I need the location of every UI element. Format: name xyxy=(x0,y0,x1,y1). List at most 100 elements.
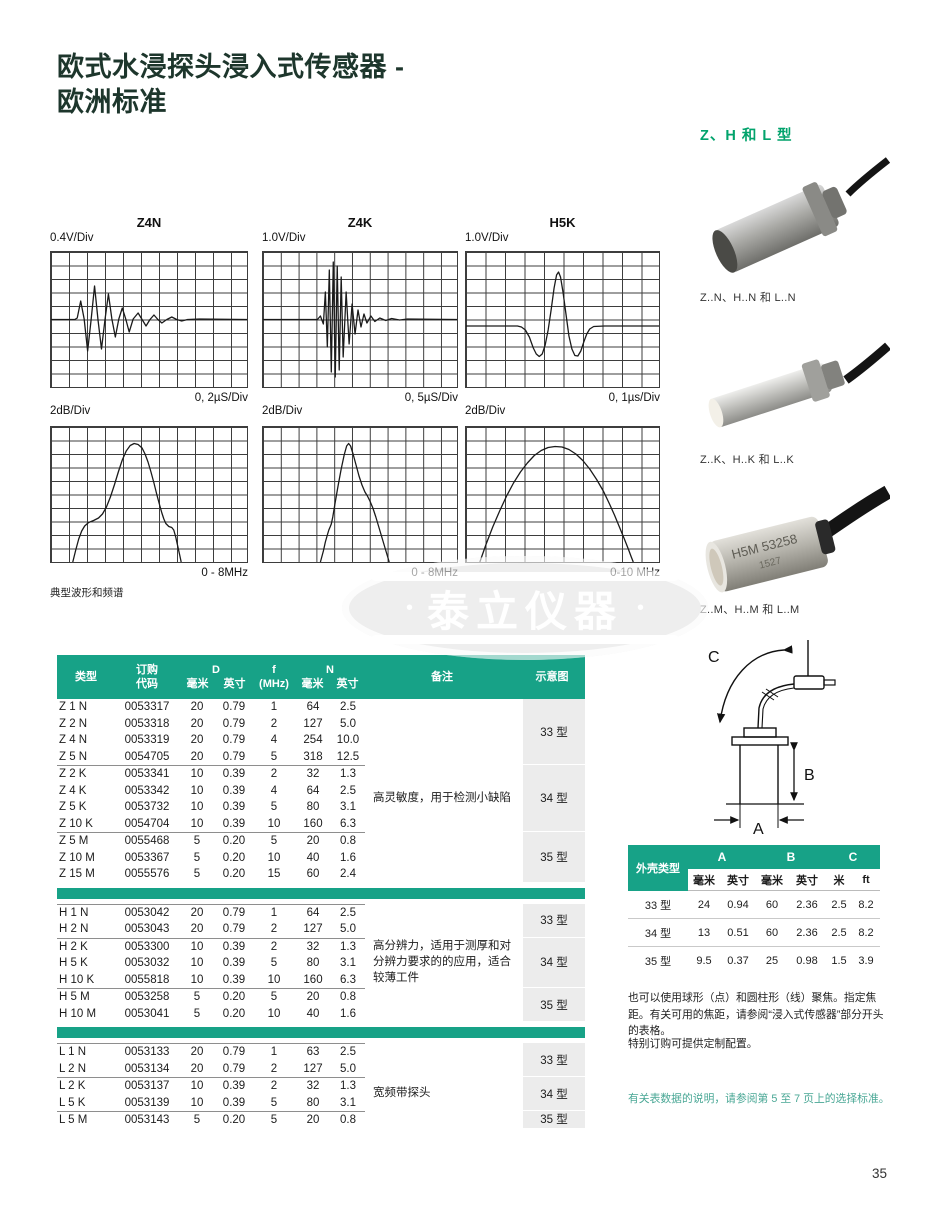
photo-label-k: Z..K、H..K 和 L..K xyxy=(700,454,795,466)
main-table-header: 类型 订购 代码 D 毫米 英寸 f (MHz) N 毫米 英寸 备注 示意图 xyxy=(57,655,585,699)
spectrum-trace xyxy=(72,442,182,562)
table-cell: Z 10 K xyxy=(59,817,93,830)
table-cell: 20 xyxy=(190,734,204,747)
dimension-diagram: C B A xyxy=(708,640,836,838)
housing-table-cell: 60 xyxy=(765,898,779,911)
table-cell: 63 xyxy=(306,1046,320,1059)
table-cell: 0053043 xyxy=(124,923,170,936)
table-row: L 5 K 0053139 10 0.39 5 80 3.1 xyxy=(57,1095,365,1112)
table-cell: 5.0 xyxy=(340,923,356,936)
scope-grid xyxy=(262,426,458,563)
table-cell: 0053300 xyxy=(124,940,170,953)
table-cell: 20 xyxy=(190,1046,204,1059)
table-cell: 2.5 xyxy=(340,701,356,714)
table-row: L 2 N 0053134 20 0.79 2 127 5.0 xyxy=(57,1061,365,1078)
note-custom-order: 特别订购可提供定制配置。 xyxy=(628,1038,758,1050)
table-cell: L 2 K xyxy=(59,1080,86,1093)
table-cell: 5 xyxy=(270,957,278,970)
table-cell: 0.20 xyxy=(222,835,246,848)
housing-table-cell: 0.37 xyxy=(727,954,749,967)
housing-type-cell: 33 型 xyxy=(523,1043,585,1077)
table-cell: 1.6 xyxy=(340,851,356,864)
table-cell: 318 xyxy=(303,750,323,763)
table-row: H 5 M 0053258 5 0.20 5 20 0.8 xyxy=(57,989,365,1006)
chart-xlabel: 0, 1µs/Div xyxy=(608,392,660,404)
housing-table-cell: 2.36 xyxy=(796,926,818,939)
main-table-body: Z 1 N 0053317 20 0.79 1 64 2.5 Z 2 N 0053318 20 0.… xyxy=(57,699,585,1129)
housing-type-cell: 35 型 xyxy=(523,832,585,883)
table-cell: 10 xyxy=(190,801,204,814)
housing-type-cell: 33 型 xyxy=(523,903,585,938)
spectrum-chart-1: 2dB/Div 0 - 8MHz xyxy=(50,405,248,579)
housing-table: 外壳类型 A B C 毫米 英寸 毫米 英寸 米 ft 33 型 24 0.94 60… xyxy=(628,845,880,974)
housing-table-cell: 25 xyxy=(765,954,779,967)
table-cell: 0.79 xyxy=(222,701,246,714)
table-cell: 1.6 xyxy=(340,1007,356,1020)
table-cell: 0053139 xyxy=(124,1096,170,1109)
table-cell: 5 xyxy=(193,991,201,1004)
table-cell: 1.3 xyxy=(340,1080,356,1093)
table-cell: 0053134 xyxy=(124,1062,170,1075)
table-cell: 0.39 xyxy=(222,784,246,797)
table-cell: 2 xyxy=(270,940,278,953)
table-cell: 5 xyxy=(193,835,201,848)
table-cell: 20 xyxy=(306,991,320,1004)
table-cell: 0.39 xyxy=(222,768,246,781)
table-subgroup: Z 1 N 0053317 20 0.79 1 64 2.5 Z 2 N 0053318 20 0.… xyxy=(57,699,585,765)
table-cell: 6.3 xyxy=(340,973,356,986)
subgroup-rows: Z 2 K 0053341 10 0.39 2 32 1.3 Z 4 K 0053342 10 0.… xyxy=(57,765,365,832)
table-subgroup: L 1 N 0053133 20 0.79 1 63 2.5 L 2 N 0053134 20 0.… xyxy=(57,1043,585,1077)
table-cell: 5 xyxy=(270,1096,278,1109)
subgroup-rows: L 1 N 0053133 20 0.79 1 63 2.5 L 2 N 0053134 20 0.… xyxy=(57,1043,365,1077)
waveform-chart-h5k: H5K 1.0V/Div 0, 1µs/Div xyxy=(465,215,660,404)
col-header-diagram: 示意图 xyxy=(535,670,569,683)
table-cell: H 10 M xyxy=(59,1007,97,1020)
table-cell: 0054704 xyxy=(124,817,170,830)
table-cell: 2.5 xyxy=(340,906,356,919)
table-row: Z 10 K 0054704 10 0.39 10 160 6.3 xyxy=(57,816,365,833)
table-row: H 10 M 0053041 5 0.20 10 40 1.6 xyxy=(57,1006,365,1023)
table-cell: 254 xyxy=(303,734,323,747)
table-cell: Z 5 K xyxy=(59,801,87,814)
table-cell: 0.8 xyxy=(340,991,356,1004)
table-cell: 0.79 xyxy=(222,1046,246,1059)
table-cell: 32 xyxy=(306,1080,320,1093)
table-subgroup: H 1 N 0053042 20 0.79 1 64 2.5 H 2 N 0053043 20 0.… xyxy=(57,903,585,938)
table-cell: 80 xyxy=(306,801,320,814)
housing-table-cell: 0.51 xyxy=(727,926,749,939)
table-cell: H 2 N xyxy=(59,923,89,936)
table-cell: 1 xyxy=(270,906,278,919)
waveform-trace xyxy=(263,261,457,378)
table-cell: 0.20 xyxy=(222,868,246,881)
table-row: H 2 K 0053300 10 0.39 2 32 1.3 xyxy=(57,939,365,956)
housing-type-cell: 34 型 xyxy=(523,937,585,988)
waveform-trace xyxy=(51,285,247,352)
table-cell: 1 xyxy=(270,701,278,714)
table-cell: Z 5 M xyxy=(59,835,89,848)
chart-xlabel: 0 - 8MHz xyxy=(411,567,458,579)
chart-ylabel: 2dB/Div xyxy=(262,405,303,417)
remark-cell: 高分辨力，适用于测厚和对分辨力要求的的应用，适合较薄工件 xyxy=(373,940,511,984)
table-cell: 0053041 xyxy=(124,1007,170,1020)
table-cell: 0053342 xyxy=(124,784,170,797)
table-cell: 2 xyxy=(270,768,278,781)
table-cell: L 2 N xyxy=(59,1062,87,1075)
dimension-label-b: B xyxy=(804,767,815,784)
chart-xlabel: 0, 5µS/Div xyxy=(404,392,458,404)
housing-table-cell: 2.5 xyxy=(831,926,847,939)
col-header-order-code: 订购 代码 xyxy=(136,663,158,690)
scope-grid xyxy=(465,251,660,388)
chart-ylabel: 2dB/Div xyxy=(50,405,91,417)
housing-table-cell: 8.2 xyxy=(858,926,874,939)
table-row: H 5 K 0053032 10 0.39 5 80 3.1 xyxy=(57,955,365,972)
chart-xlabel: 0 - 8MHz xyxy=(201,567,248,579)
table-row: L 1 N 0053133 20 0.79 1 63 2.5 xyxy=(57,1044,365,1061)
chart-ylabel: 1.0V/Div xyxy=(262,232,306,244)
table-cell: 10 xyxy=(190,940,204,953)
scope-grid xyxy=(465,426,660,563)
table-row: H 10 K 0055818 10 0.39 10 160 6.3 xyxy=(57,972,365,989)
page-title-line1: 欧式水浸探头浸入式传感器 - xyxy=(57,52,405,82)
table-cell: 0053143 xyxy=(124,1114,170,1127)
table-subgroup: H 5 M 0053258 5 0.20 5 20 0.8 H 10 M 0053041 5 0.2… xyxy=(57,988,585,1022)
